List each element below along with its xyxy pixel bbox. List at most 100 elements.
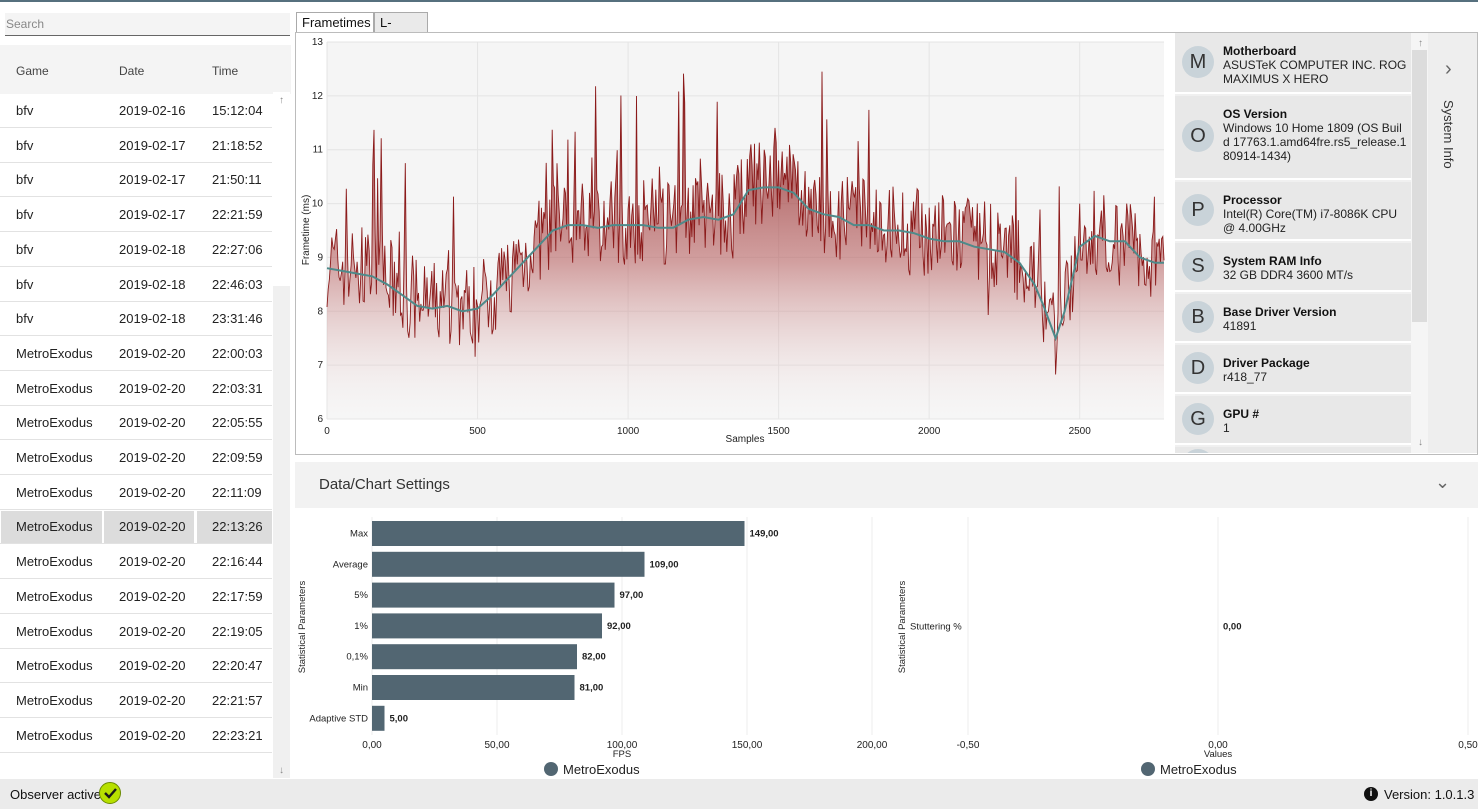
date-cell: 2019-02-20 — [119, 519, 186, 535]
time-cell: 22:03:31 — [212, 380, 263, 396]
legend-swatch — [1141, 762, 1155, 776]
settings-title: Data/Chart Settings — [319, 476, 450, 493]
game-cell: MetroExodus — [16, 450, 93, 465]
y-tick-label: 11 — [313, 145, 324, 156]
game-cell: MetroExodus — [16, 692, 93, 708]
system-info-value: Intel(R) Core(TM) i7-8086K CPU @ 4.00GHz — [1223, 207, 1398, 235]
system-info-title: Driver Package — [1223, 356, 1310, 370]
bar[interactable] — [372, 551, 645, 577]
table-row[interactable]: MetroExodus 2019-02-20 22:03:31 — [0, 372, 272, 406]
time-cell: 23:31:46 — [212, 311, 263, 327]
column-header-time[interactable]: Time — [212, 64, 239, 78]
x-tick-label: 2000 — [918, 426, 941, 437]
table-row[interactable]: MetroExodus 2019-02-20 22:19:05 — [0, 615, 272, 649]
table-row[interactable]: MetroExodus 2019-02-20 22:20:47 — [0, 649, 272, 684]
date-cell: 2019-02-18 — [119, 276, 186, 292]
x-tick-label: 100,00 — [607, 740, 638, 751]
bar[interactable] — [372, 582, 615, 608]
game-cell: bfv — [16, 207, 34, 223]
value-label: 92,00 — [607, 621, 631, 632]
column-header-date[interactable]: Date — [119, 64, 145, 78]
game-cell: MetroExodus — [16, 588, 93, 604]
avatar: P — [1182, 193, 1214, 226]
system-info-toggle[interactable] — [1428, 33, 1477, 453]
date-cell: 2019-02-17 — [119, 172, 186, 188]
time-cell: 22:17:59 — [212, 588, 263, 604]
game-cell: MetroExodus — [16, 623, 93, 639]
value-label: 5,00 — [390, 713, 409, 724]
game-cell: MetroExodus — [16, 658, 93, 674]
table-row[interactable]: MetroExodus 2019-02-20 22:05:55 — [0, 406, 272, 441]
system-info-scrollbar-thumb[interactable] — [1412, 50, 1427, 322]
table-row[interactable]: MetroExodus 2019-02-20 22:21:57 — [0, 684, 272, 718]
category-label: 0,1% — [346, 652, 368, 663]
info-icon[interactable]: i — [1364, 787, 1378, 801]
system-info-label[interactable]: System Info — [1441, 100, 1456, 169]
table-row[interactable]: bfv 2019-02-16 15:12:04 — [0, 94, 272, 128]
time-cell: 22:09:59 — [212, 450, 263, 465]
sysinfo-scroll-down-icon[interactable]: ↓ — [1418, 437, 1423, 448]
game-cell: MetroExodus — [16, 554, 93, 570]
x-tick-label: 1500 — [767, 426, 790, 437]
bar[interactable] — [372, 675, 575, 700]
x-tick-label: 50,00 — [484, 740, 509, 751]
chevron-down-icon[interactable]: ⌄ — [1435, 472, 1451, 492]
value-label: 109,00 — [650, 559, 679, 570]
table-row[interactable]: bfv 2019-02-18 22:27:06 — [0, 233, 272, 267]
status-bar: Observer active: i Version: 1.0.1.3 — [0, 779, 1478, 809]
time-cell: 22:13:26 — [212, 519, 263, 535]
bar[interactable] — [372, 705, 385, 731]
date-cell: 2019-02-20 — [119, 692, 186, 708]
table-row[interactable]: bfv 2019-02-18 23:31:46 — [0, 302, 272, 337]
value-label: 97,00 — [620, 590, 644, 601]
x-tick-label: 0,00 — [362, 740, 382, 751]
tab-frametimes[interactable]: Frametimes — [296, 12, 374, 33]
frametime-area — [327, 71, 1164, 419]
chevron-right-icon[interactable]: › — [1445, 58, 1452, 80]
table-row[interactable]: bfv 2019-02-18 22:46:03 — [0, 268, 272, 302]
table-row[interactable]: bfv 2019-02-17 22:21:59 — [0, 198, 272, 233]
time-cell: 22:11:09 — [212, 484, 262, 500]
search-input[interactable] — [5, 13, 290, 36]
date-cell: 2019-02-20 — [119, 450, 186, 465]
sysinfo-scroll-up-icon[interactable]: ↑ — [1418, 38, 1423, 49]
game-cell: bfv — [16, 137, 34, 153]
bar[interactable] — [372, 521, 745, 546]
category-label: 5% — [354, 590, 368, 601]
table-row[interactable]: MetroExodus 2019-02-20 22:09:59 — [0, 441, 272, 475]
table-row[interactable]: MetroExodus 2019-02-20 22:11:09 — [0, 476, 272, 510]
table-row[interactable]: bfv 2019-02-17 21:18:52 — [0, 129, 272, 163]
time-cell: 22:19:05 — [212, 623, 263, 639]
y-tick-label: 12 — [312, 91, 324, 102]
tab-l-shape[interactable]: L-shape — [374, 12, 428, 45]
avatar: G — [1182, 402, 1214, 435]
y-tick-label: 9 — [317, 252, 323, 263]
scroll-up-arrow-icon[interactable]: ↑ — [279, 95, 284, 106]
avatar: S — [1182, 249, 1214, 282]
table-row[interactable]: MetroExodus 2019-02-20 22:13:26 — [0, 510, 272, 545]
statistics-area: 0,00 50,00 100,00 150,00 200,00 Max 149,00 Aver… — [295, 515, 1478, 779]
table-row[interactable]: MetroExodus 2019-02-20 22:23:21 — [0, 719, 272, 753]
moving-average-line — [326, 186, 1164, 342]
game-cell: bfv — [16, 276, 34, 292]
observer-check-icon[interactable] — [99, 782, 121, 804]
y-tick-label: 7 — [317, 360, 323, 371]
table-row[interactable]: bfv 2019-02-17 21:50:11 — [0, 163, 272, 198]
frametime-line — [326, 71, 1165, 375]
column-header-game[interactable]: Game — [16, 64, 49, 78]
bar[interactable] — [372, 613, 602, 639]
time-cell: 22:21:59 — [212, 207, 263, 223]
table-row[interactable]: MetroExodus 2019-02-20 22:00:03 — [0, 337, 272, 371]
table-row[interactable]: MetroExodus 2019-02-20 22:17:59 — [0, 580, 272, 614]
table-row[interactable]: MetroExodus 2019-02-20 22:16:44 — [0, 545, 272, 580]
system-info-title: GPU # — [1223, 407, 1260, 421]
x-axis-label: Samples — [726, 434, 765, 445]
list-scrollbar-thumb[interactable] — [273, 92, 290, 286]
legend-label: MetroExodus — [1160, 762, 1237, 777]
bar[interactable] — [372, 644, 577, 670]
selection-highlight — [197, 511, 272, 544]
time-cell: 22:46:03 — [212, 276, 263, 292]
scroll-down-arrow-icon[interactable]: ↓ — [279, 765, 284, 776]
x-axis-label: FPS — [613, 749, 631, 760]
data-chart-settings-expander[interactable]: Data/Chart Settings ⌄ — [295, 462, 1478, 508]
